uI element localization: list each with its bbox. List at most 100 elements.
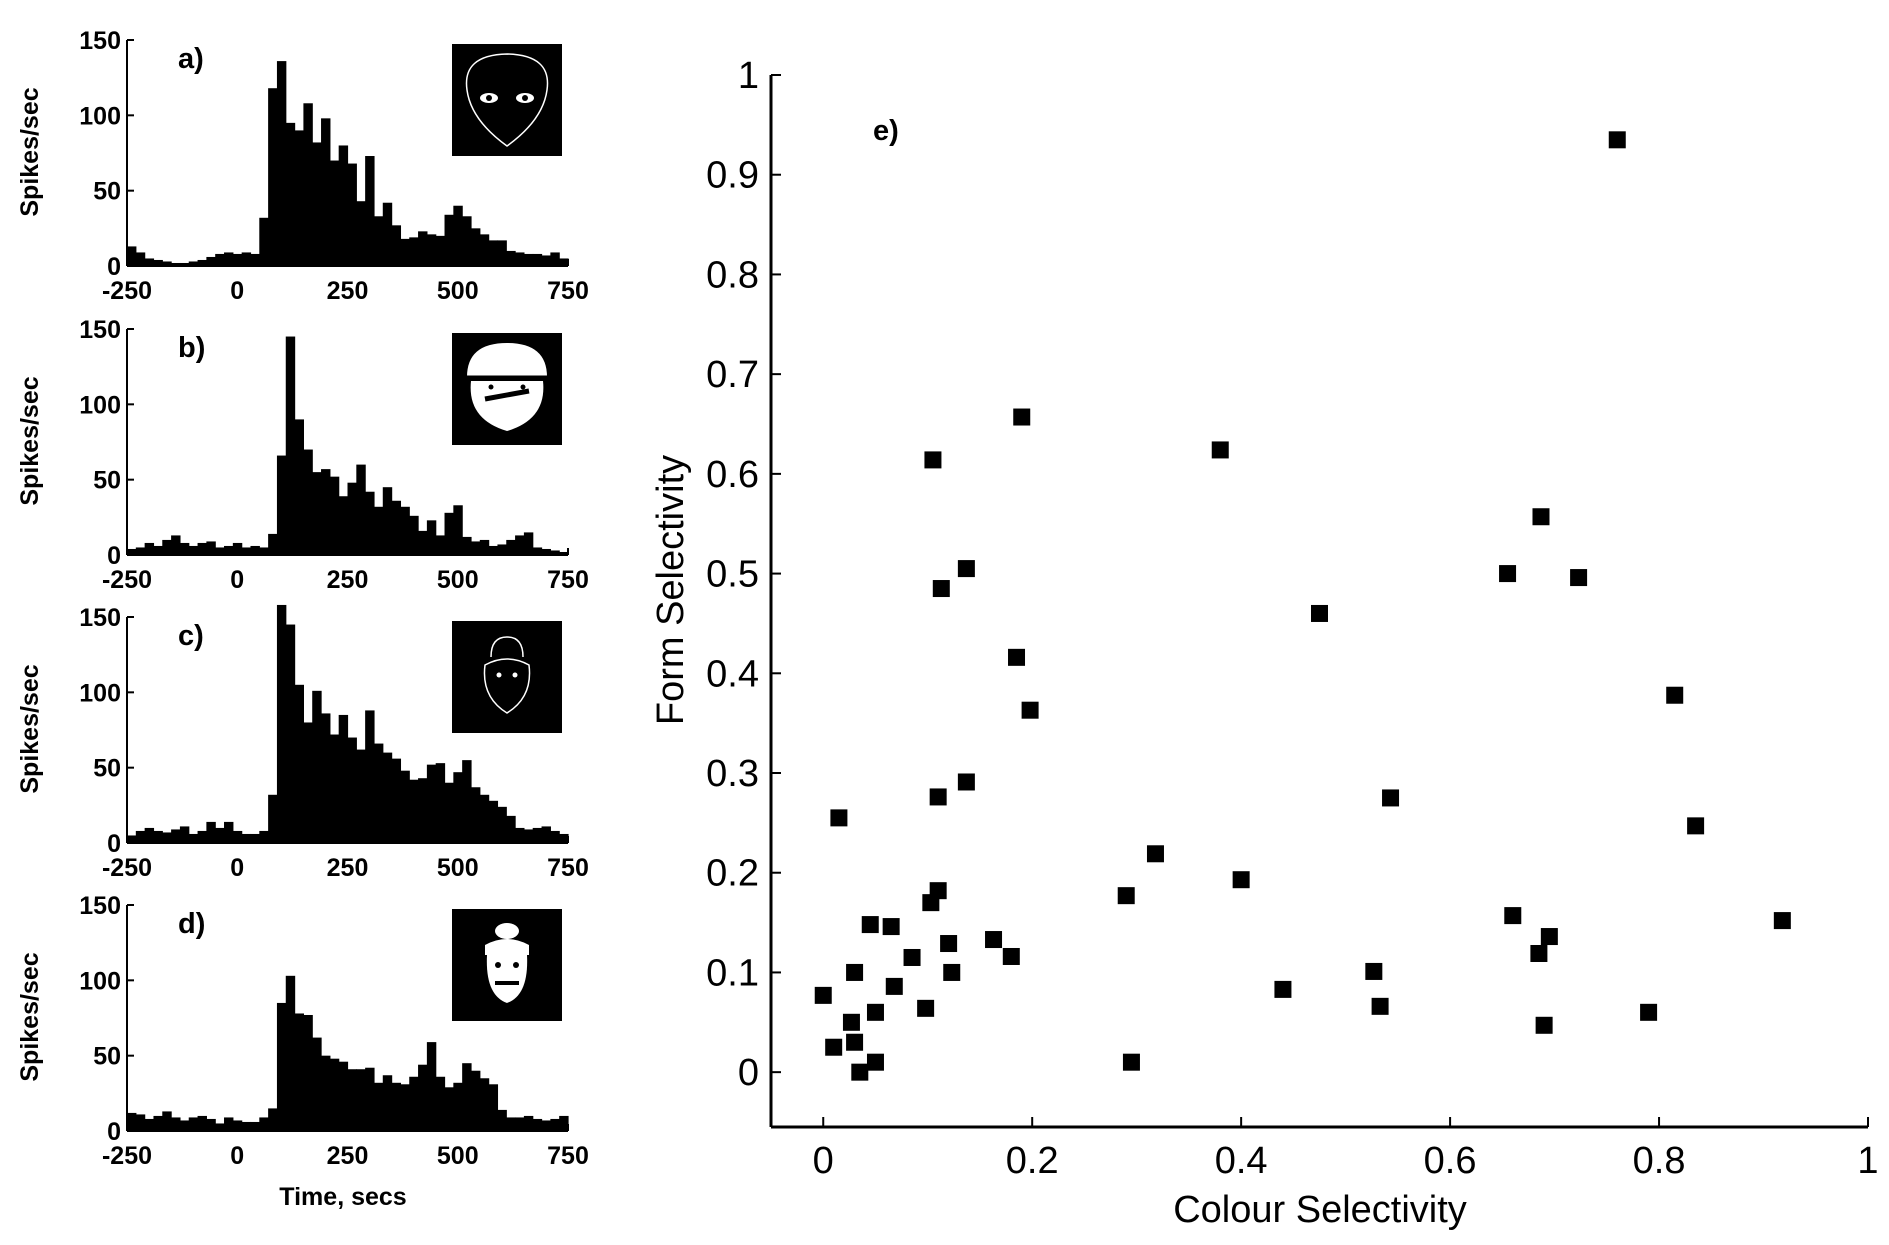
left-eye xyxy=(495,962,501,968)
histogram-bar xyxy=(171,829,181,843)
scatter-y-tick-label: 0.1 xyxy=(706,952,759,994)
hist-x-tick-label: 500 xyxy=(437,854,479,882)
histogram-bar xyxy=(347,1069,357,1131)
scatter-x-tick-label: 1 xyxy=(1857,1140,1878,1182)
hist-x-tick-label: 500 xyxy=(437,277,479,305)
histogram-bar xyxy=(206,1118,216,1131)
right-pupil xyxy=(522,95,528,101)
histogram-bar xyxy=(506,539,516,555)
histogram-bar xyxy=(127,1112,137,1131)
histogram-bar xyxy=(312,1037,322,1131)
hist-y-tick-label: 100 xyxy=(79,967,121,995)
histogram-bar xyxy=(462,1063,472,1131)
scatter-point xyxy=(1232,871,1250,889)
panel-label: a) xyxy=(178,43,204,75)
histogram-bar xyxy=(215,827,225,843)
histogram-bar xyxy=(488,545,499,555)
face-outline-with-eyes-image xyxy=(452,44,562,156)
hist-y-tick-label: 0 xyxy=(107,253,121,281)
hist-x-tick-label: 750 xyxy=(547,1142,589,1170)
hist-x-tick-label: 750 xyxy=(547,277,589,305)
scatter-point xyxy=(1122,1053,1140,1071)
histogram-bar xyxy=(400,770,410,843)
panel-label: c) xyxy=(178,620,204,652)
left-pupil xyxy=(486,95,492,101)
histogram-bar xyxy=(347,482,357,555)
scatter-point xyxy=(1008,648,1026,666)
hist-x-tick-label: 500 xyxy=(437,1142,479,1170)
histogram-bar xyxy=(435,763,446,843)
head-with-bun-and-mouth-image xyxy=(452,909,562,1021)
histogram-bar xyxy=(206,256,216,266)
scatter-point xyxy=(1504,907,1522,925)
scatter-point xyxy=(1211,441,1229,459)
scatter-point xyxy=(1371,997,1389,1015)
histogram-bar xyxy=(409,237,419,266)
histogram-bar xyxy=(347,737,357,843)
hist-x-tick-label: 0 xyxy=(230,854,244,882)
histogram-bar xyxy=(523,253,534,266)
histogram-bar xyxy=(382,752,393,843)
histogram-bar xyxy=(479,234,490,266)
histogram-bar xyxy=(418,231,428,266)
histogram-bar xyxy=(444,1087,454,1131)
scatter-y-tick-label: 0.4 xyxy=(706,653,759,695)
scatter-ylabel: Form Selectivity xyxy=(650,455,692,725)
histogram-bar xyxy=(338,496,349,555)
histogram-bar xyxy=(347,163,357,266)
histogram-bar xyxy=(268,88,278,266)
histogram-bar xyxy=(241,1121,252,1131)
histogram-bar xyxy=(171,262,181,266)
histogram-bar xyxy=(241,252,252,266)
histogram-bar xyxy=(426,520,437,555)
histogram-bar xyxy=(144,258,155,266)
histogram-bar xyxy=(144,1118,155,1131)
scatter-point xyxy=(1570,569,1588,587)
histogram-bar xyxy=(435,1076,446,1131)
histogram-bar xyxy=(356,749,366,843)
scatter-point xyxy=(1013,408,1031,426)
scatter-panel: 0 0.1 0.2 0.3 0.4 0.5 0.6 0.7 0.8 0.9 1 0 0.2 0.4 0.6 0… xyxy=(706,55,1878,1182)
histogram-bar xyxy=(179,1120,190,1131)
mouth xyxy=(484,388,530,402)
histogram-bar xyxy=(294,1013,304,1131)
histogram-bar xyxy=(312,690,322,843)
hist-x-tick-label: -250 xyxy=(102,277,152,305)
hist-y-tick-label: 150 xyxy=(79,316,121,344)
histogram-bar xyxy=(303,449,313,555)
scatter-y-tick-label: 0.8 xyxy=(706,254,759,296)
histogram-bar xyxy=(356,201,366,266)
histogram-bar xyxy=(338,714,349,843)
hist-y-tick-label: 100 xyxy=(79,679,121,707)
scatter-y-tick-label: 0.9 xyxy=(706,155,759,197)
histogram-bar xyxy=(206,821,216,843)
hist-x-tick-label: 0 xyxy=(230,566,244,594)
histogram-bar xyxy=(329,160,340,266)
scatter-point xyxy=(1532,508,1550,526)
hist-x-tick-label: 0 xyxy=(230,1142,244,1170)
histogram-bar xyxy=(532,253,543,266)
scatter-point xyxy=(1382,789,1400,807)
face-outline xyxy=(465,53,549,147)
histogram-bar xyxy=(453,205,463,266)
histogram-bar xyxy=(179,542,190,555)
histogram-bar xyxy=(444,782,454,843)
histogram-bar xyxy=(356,1069,366,1131)
histogram-bar xyxy=(127,835,137,843)
histogram-bar xyxy=(215,547,225,555)
scatter-point xyxy=(866,1003,884,1021)
hist-y-tick-label: 50 xyxy=(93,467,121,495)
scatter-point xyxy=(929,882,947,900)
hist-x-tick-label: -250 xyxy=(102,1142,152,1170)
histogram-bar xyxy=(391,758,402,843)
histogram-bar xyxy=(188,261,199,266)
histogram-bar xyxy=(285,122,296,266)
scatter-y-tick-label: 0.5 xyxy=(706,554,759,596)
scatter-point xyxy=(1117,887,1135,905)
histogram-bar xyxy=(523,1115,534,1131)
histogram-bar xyxy=(250,253,260,266)
